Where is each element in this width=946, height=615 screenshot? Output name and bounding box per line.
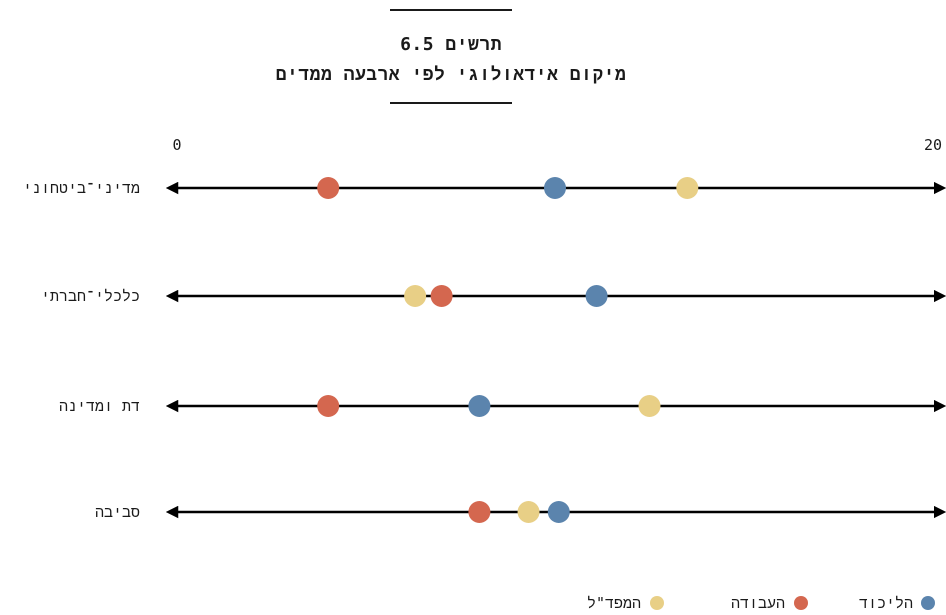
legend-item-2: העבודה [731, 594, 808, 612]
chart-rows: מדיני־ביטחוני כלכלי־חברתי דת ומדינה סביבה [23, 177, 946, 523]
data-point-series-2 [468, 501, 491, 523]
data-point-series-2 [317, 395, 340, 417]
legend-swatch [650, 596, 664, 610]
legend-label: העבודה [731, 594, 785, 612]
legend-item-1: הליכוד [859, 594, 935, 612]
legend-swatch [921, 596, 935, 610]
x-tick-label-max: 20 [924, 136, 942, 154]
category-label: סביבה [95, 503, 140, 521]
data-point-series-3 [638, 395, 661, 417]
x-tick-label-min: 0 [172, 136, 181, 154]
data-point-series-3 [404, 285, 427, 307]
legend-label: הליכוד [859, 594, 913, 612]
data-point-series-2 [430, 285, 453, 307]
row-4: סביבה [95, 501, 946, 523]
data-point-series-1 [547, 501, 570, 523]
chart-title-line1: תרשים 6.5 [400, 34, 502, 55]
row-3: דת ומדינה [59, 395, 946, 417]
row-2: כלכלי־חברתי [41, 285, 946, 307]
data-point-series-3 [517, 501, 540, 523]
category-label: כלכלי־חברתי [41, 287, 140, 305]
category-label: דת ומדינה [59, 397, 140, 415]
chart-title-line2: מיקום אידאולוגי לפי ארבעה ממדים [276, 64, 627, 85]
data-point-series-2 [317, 177, 340, 199]
data-point-series-1 [585, 285, 608, 307]
data-point-series-1 [544, 177, 566, 199]
legend-label: המפד"ל [587, 594, 641, 612]
category-label: מדיני־ביטחוני [23, 179, 140, 197]
data-point-series-1 [468, 395, 491, 417]
data-point-series-3 [676, 177, 699, 199]
legend-item-3: המפד"ל [587, 594, 664, 612]
legend: הליכוד העבודה המפד"ל [587, 594, 935, 612]
row-1: מדיני־ביטחוני [23, 177, 946, 199]
legend-swatch [794, 596, 808, 610]
